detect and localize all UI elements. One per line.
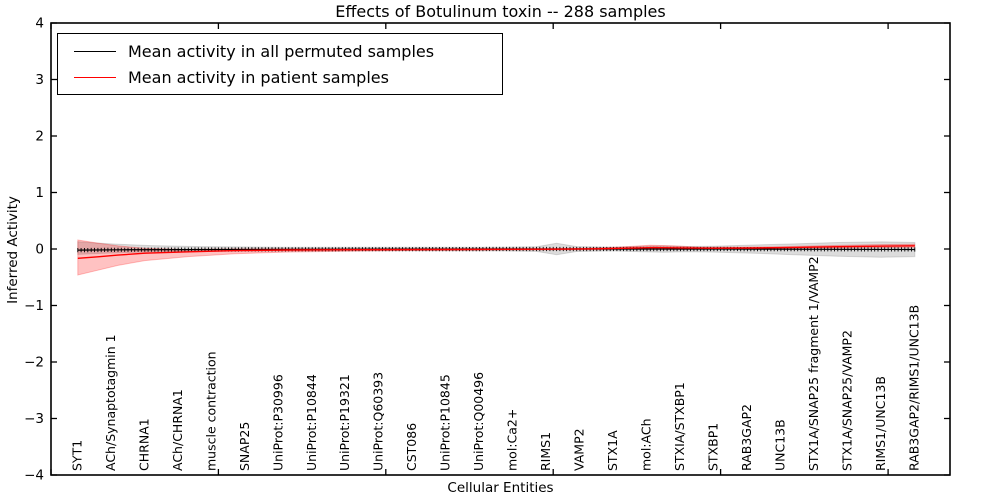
entity-label: muscle contraction bbox=[203, 351, 218, 471]
legend-item-permuted: Mean activity in all permuted samples bbox=[74, 39, 502, 63]
y-tick-label: −3 bbox=[24, 411, 44, 427]
entity-label: STXIA/STXBP1 bbox=[672, 382, 687, 471]
y-tick-label: −2 bbox=[24, 355, 44, 371]
entity-label: SNAP25 bbox=[237, 422, 252, 471]
y-tick-label: 0 bbox=[35, 242, 44, 258]
entity-label: mol:ACh bbox=[639, 419, 654, 472]
entity-label: ACh/CHRNA1 bbox=[170, 389, 185, 471]
y-tick-label: −4 bbox=[24, 468, 44, 484]
y-tick-label: 2 bbox=[35, 129, 44, 145]
entity-label: UniProt:P30996 bbox=[270, 374, 285, 471]
entity-label: STX1A bbox=[605, 430, 620, 471]
entity-label: RAB3GAP2/RIMS1/UNC13B bbox=[906, 305, 921, 471]
entity-label: UNC13B bbox=[773, 419, 788, 471]
legend-line-sample-patient bbox=[74, 76, 116, 78]
legend-line-sample-permuted bbox=[74, 50, 116, 52]
entity-label: UniProt:P10845 bbox=[438, 374, 453, 471]
entity-label: STX1A/SNAP25/VAMP2 bbox=[840, 330, 855, 471]
entity-label: UniProt:P10844 bbox=[304, 374, 319, 471]
entity-label: CHRNA1 bbox=[136, 418, 151, 471]
entity-label: STXBP1 bbox=[706, 423, 721, 471]
patient-mean-line bbox=[77, 245, 915, 259]
entity-label: mol:Ca2+ bbox=[505, 409, 520, 471]
entity-label: RIMS1/UNC13B bbox=[873, 376, 888, 471]
legend: Mean activity in all permuted samples Me… bbox=[57, 33, 503, 95]
entity-label: CST086 bbox=[404, 423, 419, 471]
legend-label-patient: Mean activity in patient samples bbox=[128, 67, 389, 87]
y-tick-label: −1 bbox=[24, 298, 44, 314]
chart-title: Effects of Botulinum toxin -- 288 sample… bbox=[335, 2, 666, 21]
legend-item-patient: Mean activity in patient samples bbox=[74, 65, 502, 89]
y-tick-label: 4 bbox=[35, 16, 44, 32]
entity-label: STX1A/SNAP25 fragment 1/VAMP2 bbox=[806, 256, 821, 471]
y-tick-label: 3 bbox=[35, 72, 44, 88]
entity-label: RAB3GAP2 bbox=[739, 404, 754, 471]
entity-label: SYT1 bbox=[69, 440, 84, 471]
x-axis-title: Cellular Entities bbox=[447, 480, 554, 496]
y-tick-label: 1 bbox=[35, 185, 44, 201]
entity-label: ACh/Synaptotagmin 1 bbox=[103, 334, 118, 471]
entity-label: UniProt:Q00496 bbox=[471, 372, 486, 471]
legend-label-permuted: Mean activity in all permuted samples bbox=[128, 41, 435, 61]
entity-label: VAMP2 bbox=[572, 428, 587, 471]
entity-label: UniProt:P19321 bbox=[337, 374, 352, 471]
entity-label: UniProt:Q60393 bbox=[371, 372, 386, 471]
entity-label: RIMS1 bbox=[538, 432, 553, 471]
